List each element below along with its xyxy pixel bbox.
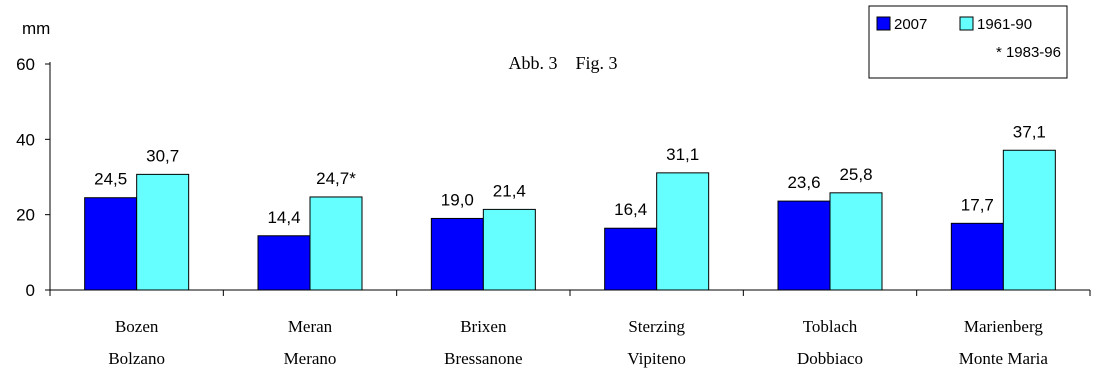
data-label-1961-90-0: 30,7: [146, 146, 179, 165]
data-label-1961-90-4: 25,8: [839, 165, 872, 184]
data-label-1961-90-3: 31,1: [666, 145, 699, 164]
data-label-2007-0: 24,5: [94, 170, 127, 189]
data-label-2007-2: 19,0: [441, 190, 474, 209]
category-label-line2: Bolzano: [108, 349, 165, 368]
category-labels-group: Bozen Bolzano Meran Merano Brixen Bressanone S…: [108, 317, 1048, 368]
legend-swatch-2007: [876, 16, 891, 31]
data-label-2007-5: 17,7: [961, 195, 994, 214]
y-tick-label: 40: [16, 130, 35, 149]
legend-label-1961-90: 1961-90: [977, 16, 1032, 33]
bar-2007-4: [777, 200, 831, 291]
legend: 2007 1961-90 * 1983-96: [868, 5, 1068, 79]
bar-2007-2: [430, 217, 484, 291]
category-label-line2: Monte Maria: [959, 349, 1049, 368]
data-label-2007-1: 14,4: [267, 208, 300, 227]
data-label-1961-90-1: 24,7*: [316, 169, 356, 188]
bar-1961-90-5: [1002, 149, 1056, 291]
category-label-line2: Vipiteno: [627, 349, 685, 368]
y-tick-label: 0: [26, 281, 35, 300]
bar-2007-1: [257, 235, 311, 291]
y-axis-unit-label: mm: [22, 19, 50, 38]
bar-1961-90-2: [482, 208, 536, 291]
bar-1961-90-4: [829, 192, 883, 291]
bar-2007-3: [604, 227, 658, 291]
category-label-line2: Merano: [284, 349, 337, 368]
data-label-2007-4: 23,6: [787, 173, 820, 192]
category-label-line1: Bozen: [115, 317, 159, 336]
category-label-line2: Bressanone: [444, 349, 522, 368]
bar-1961-90-1: [309, 196, 363, 291]
data-label-1961-90-2: 21,4: [493, 181, 526, 200]
bars-group: [84, 149, 1056, 291]
bar-2007-0: [84, 197, 138, 291]
data-labels-group: 24,5 30,7 14,4 24,7* 19,0 21,4 16,4 31,1 23,6 25,…: [94, 122, 1046, 227]
y-tick-label: 20: [16, 206, 35, 225]
category-label-line1: Meran: [288, 317, 333, 336]
data-label-2007-3: 16,4: [614, 200, 647, 219]
legend-label-2007: 2007: [894, 16, 927, 33]
category-label-line2: Dobbiaco: [797, 349, 863, 368]
y-tick-label: 60: [16, 55, 35, 74]
chart-title: Abb. 3 Fig. 3: [508, 53, 617, 73]
bar-2007-5: [950, 222, 1004, 291]
category-label-line1: Sterzing: [628, 317, 685, 336]
bar-1961-90-3: [656, 172, 710, 291]
axes: 0 20 40 60: [16, 55, 1091, 300]
bar-1961-90-0: [136, 173, 190, 291]
data-label-1961-90-5: 37,1: [1013, 122, 1046, 141]
legend-swatch-1961-90: [959, 16, 974, 31]
category-label-line1: Marienberg: [964, 317, 1043, 336]
legend-note: * 1983-96: [996, 44, 1061, 61]
category-label-line1: Toblach: [803, 317, 858, 336]
category-label-line1: Brixen: [460, 317, 507, 336]
